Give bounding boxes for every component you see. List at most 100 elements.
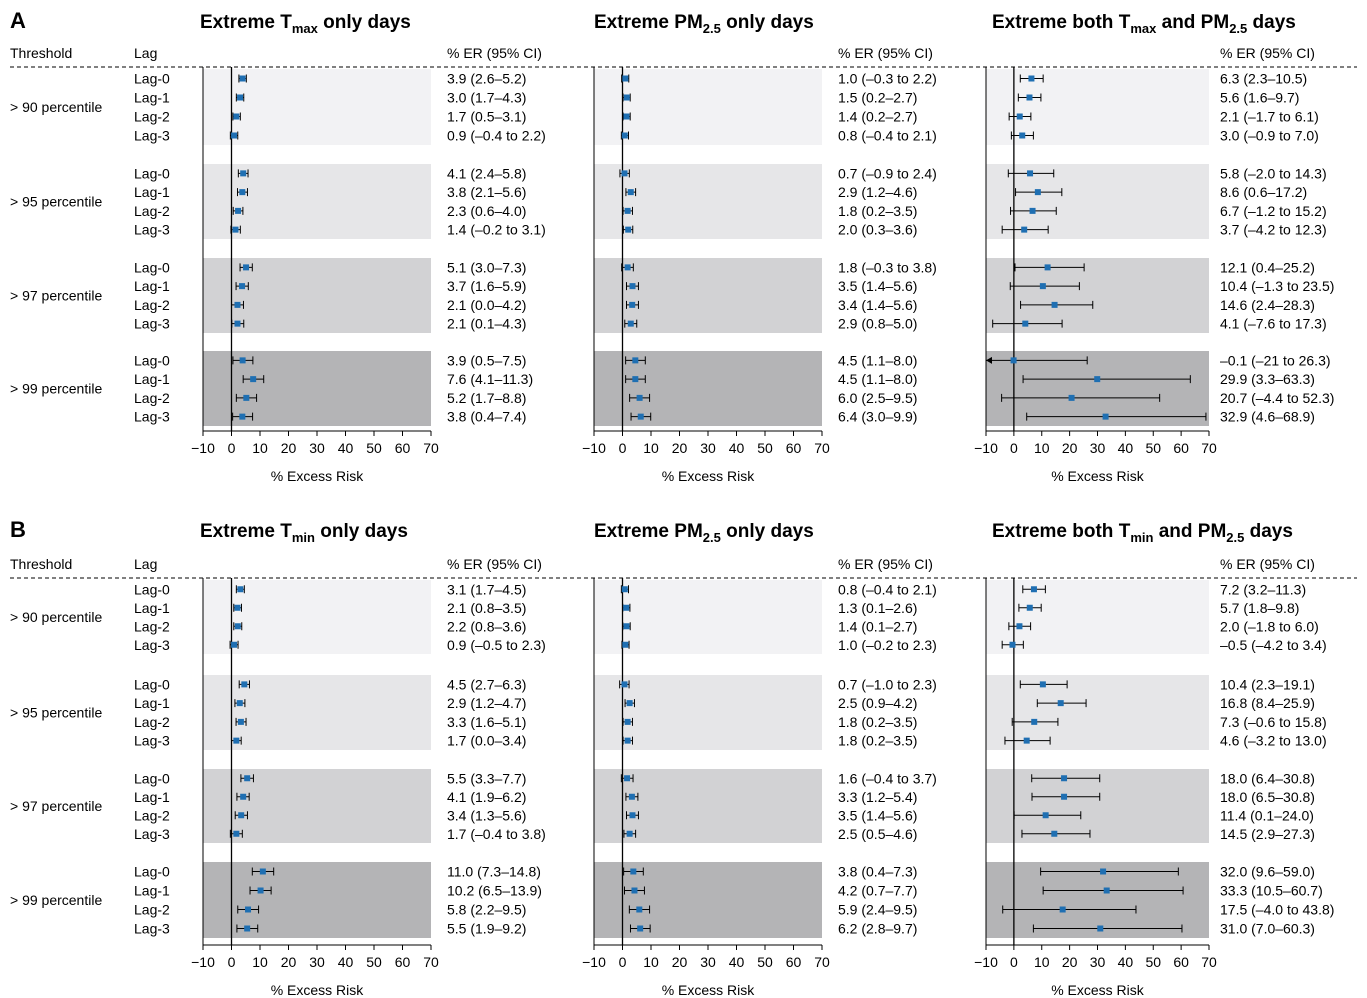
er-ci-value: 1.6 (–0.4 to 3.7)	[838, 770, 937, 786]
point-estimate	[637, 413, 644, 420]
plot-title: Extreme PM2.5 only days	[594, 12, 814, 36]
er-ci-value: 1.3 (0.1–2.6)	[838, 600, 917, 616]
point-estimate	[239, 75, 246, 82]
point-estimate	[1031, 718, 1038, 725]
x-tick-label: 30	[700, 440, 716, 456]
point-estimate	[234, 301, 241, 308]
x-tick-label: 30	[1090, 440, 1106, 456]
point-estimate	[628, 793, 635, 800]
lag-label: Lag-3	[134, 921, 170, 937]
er-ci-value: 6.3 (2.3–10.5)	[1220, 71, 1307, 87]
x-tick-label: 50	[1145, 954, 1161, 970]
point-estimate	[259, 868, 266, 875]
er-ci-header: % ER (95% CI)	[447, 45, 542, 61]
er-ci-value: 4.5 (1.1–8.0)	[838, 371, 917, 387]
threshold-band	[986, 675, 1209, 750]
threshold-band	[203, 69, 431, 145]
point-estimate	[636, 394, 643, 401]
point-estimate	[250, 376, 257, 383]
point-estimate	[1010, 357, 1017, 364]
header-lag: Lag	[134, 45, 157, 61]
er-ci-value: 31.0 (7.0–60.3)	[1220, 921, 1315, 937]
er-ci-value: 5.6 (1.6–9.7)	[1220, 90, 1299, 106]
point-estimate	[234, 623, 241, 630]
point-estimate	[243, 394, 250, 401]
er-ci-value: 29.9 (3.3–63.3)	[1220, 371, 1315, 387]
x-tick-label: 0	[228, 440, 236, 456]
point-estimate	[626, 830, 633, 837]
point-estimate	[1034, 189, 1041, 196]
lag-label: Lag-1	[134, 278, 170, 294]
er-ci-value: 4.1 (–7.6 to 17.3)	[1220, 316, 1327, 332]
point-estimate	[236, 700, 243, 707]
er-ci-value: 3.5 (1.4–5.6)	[838, 278, 917, 294]
er-ci-value: 1.4 (0.2–2.7)	[838, 109, 917, 125]
er-ci-value: 3.0 (1.7–4.3)	[447, 90, 526, 106]
point-estimate	[1068, 394, 1075, 401]
er-ci-value: 4.1 (2.4–5.8)	[447, 165, 526, 181]
er-ci-value: 6.7 (–1.2 to 15.2)	[1220, 203, 1327, 219]
er-ci-value: 4.2 (0.7–7.7)	[838, 883, 917, 899]
er-ci-value: 1.8 (0.2–3.5)	[838, 714, 917, 730]
point-estimate	[1022, 320, 1029, 327]
er-ci-value: 6.4 (3.0–9.9)	[838, 409, 917, 425]
er-ci-header: % ER (95% CI)	[1220, 556, 1315, 572]
point-estimate	[1016, 113, 1023, 120]
x-tick-label: 60	[395, 440, 411, 456]
threshold-band	[594, 258, 822, 333]
er-ci-value: 3.4 (1.4–5.6)	[838, 297, 917, 313]
threshold-band	[986, 580, 1209, 654]
threshold-band	[594, 351, 822, 426]
er-ci-value: 3.8 (0.4–7.4)	[447, 409, 526, 425]
point-estimate	[233, 737, 240, 744]
er-ci-value: 11.0 (7.3–14.8)	[447, 864, 541, 880]
point-estimate	[624, 775, 631, 782]
x-tick-label: 40	[729, 440, 745, 456]
er-ci-value: 1.0 (–0.2 to 2.3)	[838, 637, 937, 653]
point-estimate	[623, 604, 630, 611]
point-estimate	[632, 376, 639, 383]
er-ci-value: 3.0 (–0.9 to 7.0)	[1220, 128, 1319, 144]
er-ci-value: 1.4 (–0.2 to 3.1)	[447, 222, 546, 238]
point-estimate	[233, 113, 240, 120]
lag-label: Lag-2	[134, 390, 170, 406]
x-tick-label: 70	[1201, 440, 1217, 456]
point-estimate	[234, 604, 241, 611]
point-estimate	[636, 906, 643, 913]
forest-plot: Extreme Tmax only days% ER (95% CI)−10 0 1…	[191, 12, 546, 484]
x-axis-label: % Excess Risk	[662, 468, 756, 484]
point-estimate	[232, 226, 239, 233]
lag-label: Lag-2	[134, 618, 170, 634]
forest-plot: Extreme PM2.5 only days % ER (95% CI) −10 0…	[582, 12, 937, 484]
x-tick-label: 10	[1034, 954, 1050, 970]
er-ci-value: 0.9 (–0.5 to 2.3)	[447, 637, 546, 653]
er-ci-value: 5.2 (1.7–8.8)	[447, 390, 526, 406]
er-ci-value: 3.8 (0.4–7.3)	[838, 864, 917, 880]
point-estimate	[627, 189, 634, 196]
er-ci-value: 1.4 (0.1–2.7)	[838, 618, 917, 634]
lag-label: Lag-1	[134, 371, 170, 387]
header-threshold: Threshold	[10, 45, 72, 61]
point-estimate	[1051, 301, 1058, 308]
er-ci-value: 12.1 (0.4–25.2)	[1220, 259, 1315, 275]
er-ci-value: 4.1 (1.9–6.2)	[447, 789, 526, 805]
lag-label: Lag-0	[134, 165, 170, 181]
threshold-band	[986, 351, 1209, 426]
point-estimate	[1021, 226, 1028, 233]
point-estimate	[623, 623, 630, 630]
point-estimate	[1061, 793, 1068, 800]
point-estimate	[1059, 906, 1066, 913]
threshold-band	[594, 164, 822, 239]
er-ci-value: 4.5 (2.7–6.3)	[447, 676, 526, 692]
threshold-band	[986, 164, 1209, 239]
er-ci-value: 0.7 (–0.9 to 2.4)	[838, 165, 937, 181]
er-ci-value: 4.6 (–3.2 to 13.0)	[1220, 733, 1327, 749]
threshold-band	[594, 862, 822, 938]
x-tick-label: 10	[643, 440, 659, 456]
point-estimate	[1019, 132, 1026, 139]
er-ci-value: 4.5 (1.1–8.0)	[838, 352, 917, 368]
x-tick-label: 10	[643, 954, 659, 970]
x-tick-label: 0	[619, 954, 627, 970]
x-tick-label: 30	[309, 440, 325, 456]
point-estimate	[1042, 812, 1049, 819]
